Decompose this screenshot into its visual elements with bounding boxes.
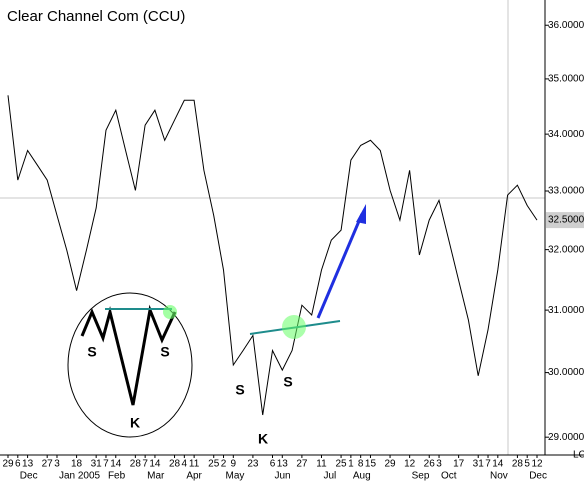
x-tick-label: 23 — [247, 459, 259, 470]
x-tick-label: 7 — [485, 459, 491, 470]
y-tick-label: 36.0000 — [548, 20, 584, 31]
x-tick-label: 31 — [91, 459, 103, 470]
month-label: Jan 2005 — [59, 471, 101, 482]
chart-title: Clear Channel Com (CCU) — [7, 8, 185, 25]
arrow-head — [356, 204, 366, 224]
month-label: Sep — [412, 471, 430, 482]
marks — [7, 95, 538, 416]
month-label: Dec — [20, 471, 38, 482]
x-tick-label: 11 — [189, 459, 200, 470]
x-tick-label: 18 — [71, 459, 83, 470]
y-tick-label: 32.0000 — [548, 244, 584, 255]
annotation: K — [258, 431, 268, 447]
x-tick-label: 2 — [221, 459, 227, 470]
x-tick-label: 6 — [15, 459, 21, 470]
x-tick-label: 26 — [424, 459, 436, 470]
x-tick-label: 28 — [130, 459, 142, 470]
x-tick-label: 8 — [358, 459, 364, 470]
last-value-box — [546, 212, 584, 229]
last-value-label: 32.5000 — [548, 215, 584, 226]
x-tick-label: 13 — [22, 459, 34, 470]
price-line — [7, 95, 538, 416]
x-tick-label: 12 — [531, 459, 543, 470]
x-tick-label: 13 — [277, 459, 289, 470]
x-tick-label: 14 — [492, 459, 504, 470]
month-label: Mar — [147, 471, 165, 482]
y-tick-label: 31.0000 — [548, 305, 584, 316]
y-tick-label: 29.0000 — [548, 432, 584, 443]
inset-breakout — [163, 305, 177, 319]
x-tick-label: 17 — [453, 459, 465, 470]
x-tick-label: 3 — [436, 459, 442, 470]
x-tick-label: 14 — [110, 459, 122, 470]
breakout — [282, 315, 306, 339]
x-tick-label: 25 — [208, 459, 220, 470]
target-arrow — [316, 213, 364, 319]
corner-text: LC — [573, 450, 584, 461]
y-tick-label: 35.0000 — [548, 74, 584, 85]
x-tick-label: 7 — [103, 459, 109, 470]
annotation: K — [130, 415, 140, 431]
x-tick-label: 28 — [169, 459, 181, 470]
month-label: Apr — [186, 471, 202, 482]
x-tick-label: 7 — [142, 459, 148, 470]
inset-pattern — [80, 304, 177, 406]
month-label: Jul — [323, 471, 336, 482]
x-tick-label: 3 — [54, 459, 60, 470]
x-tick-label: 1 — [348, 459, 354, 470]
x-tick-label: 29 — [384, 459, 396, 470]
month-label: Feb — [108, 471, 126, 482]
month-label: Dec — [529, 471, 547, 482]
y-tick-label: 30.0000 — [548, 367, 584, 378]
x-tick-label: 15 — [365, 459, 377, 470]
x-tick-label: 9 — [231, 459, 237, 470]
x-tick-label: 27 — [42, 459, 54, 470]
annotation: S — [87, 344, 96, 360]
x-tick-label: 31 — [473, 459, 485, 470]
x-tick-label: 4 — [182, 459, 188, 470]
month-label: Jun — [275, 471, 291, 482]
y-tick-label: 33.0000 — [548, 186, 584, 197]
y-tick-label: 34.0000 — [548, 129, 584, 140]
month-label: Aug — [353, 471, 371, 482]
month-label: Oct — [441, 471, 457, 482]
x-tick-label: 25 — [336, 459, 348, 470]
x-tick-label: 29 — [2, 459, 14, 470]
x-tick-label: 28 — [512, 459, 524, 470]
annotation: S — [283, 374, 292, 390]
inset-ellipse — [67, 292, 193, 438]
x-tick-label: 11 — [316, 459, 327, 470]
x-tick-label: 27 — [296, 459, 308, 470]
annotation: S — [235, 382, 244, 398]
x-tick-label: 12 — [404, 459, 416, 470]
x-tick-label: 6 — [270, 459, 276, 470]
x-tick-label: 5 — [524, 459, 530, 470]
month-label: May — [226, 471, 245, 482]
month-label: Nov — [490, 471, 508, 482]
annotation: S — [160, 344, 169, 360]
x-tick-label: 14 — [149, 459, 161, 470]
